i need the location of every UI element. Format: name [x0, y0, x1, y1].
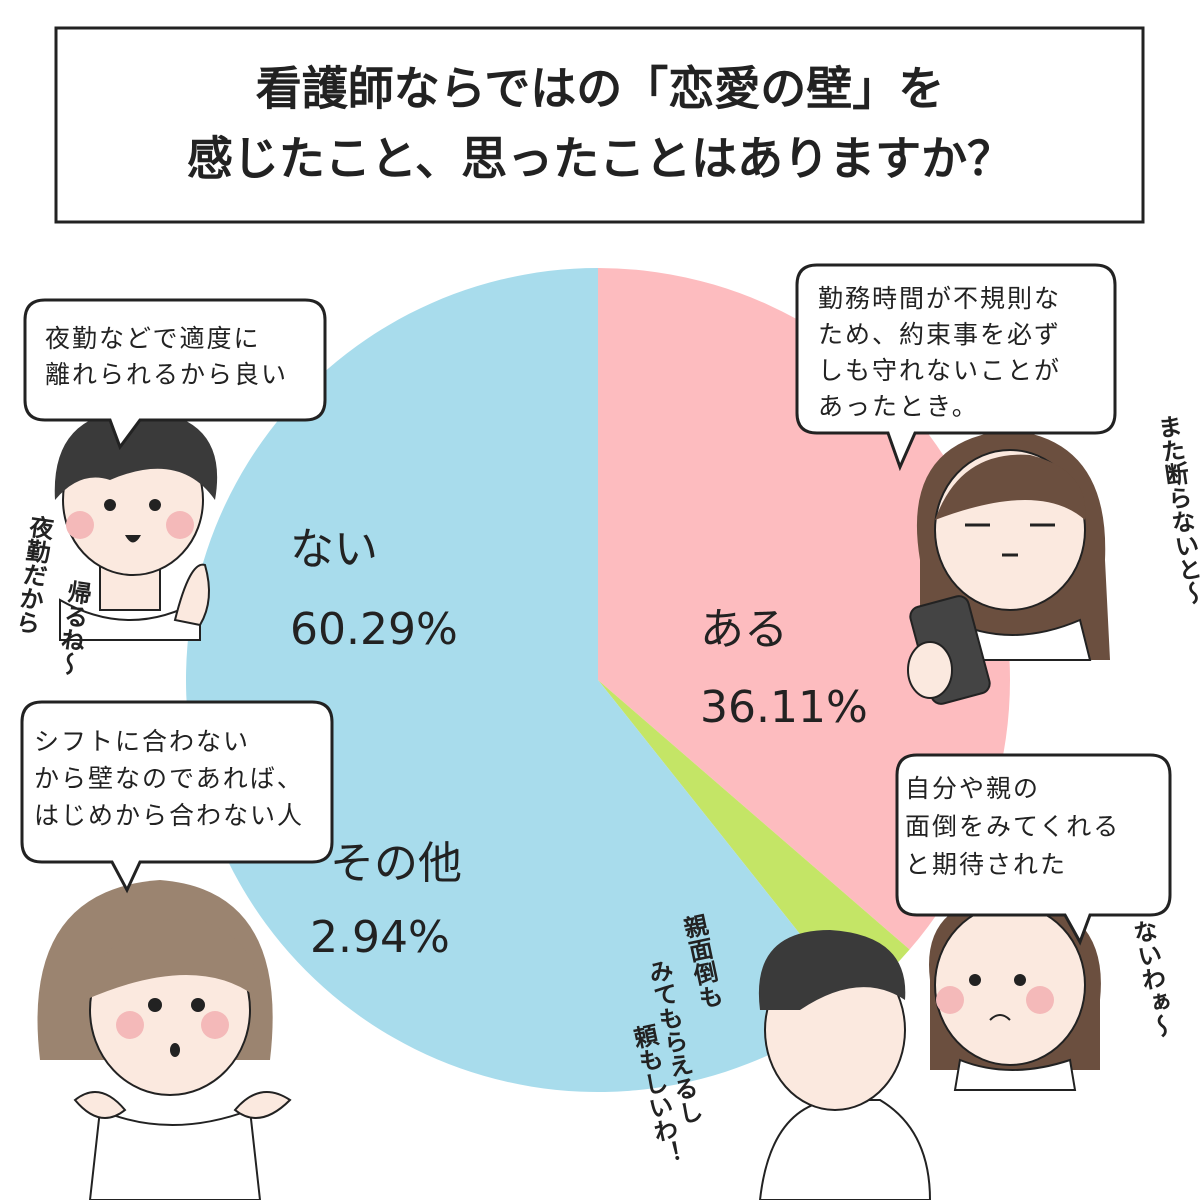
- speech-bubble: [895, 753, 1172, 946]
- bubble-text: 面倒をみてくれる: [905, 812, 1120, 841]
- side-comment: また断らないと〜: [1152, 413, 1200, 607]
- person-bottom-left: [37, 880, 292, 1200]
- chart-title: 看護師ならではの「恋愛の壁」を: [256, 62, 945, 116]
- slice-label: ない: [290, 524, 378, 575]
- speech-bubble: [795, 263, 1117, 472]
- chart-title: 感じたこと、思ったことはありますか？: [187, 132, 1013, 186]
- slice-label: その他: [330, 838, 462, 889]
- bubble-text: シフトに合わない: [34, 727, 250, 756]
- person-bottom-right: [758, 895, 1101, 1200]
- slice-value: 60.29%: [290, 604, 458, 655]
- person-top-right: [907, 430, 1110, 705]
- bubble-text: ため、約束事を必ず: [818, 320, 1061, 349]
- bubble-text: 夜勤などで適度に: [45, 324, 261, 353]
- bubble-text: はじめから合わない人: [34, 801, 304, 830]
- slice-value: 2.94%: [310, 912, 450, 963]
- title-box: [54, 26, 1145, 224]
- side-comment: ないわぁ〜: [1127, 917, 1175, 1040]
- speech-bubble: [20, 700, 334, 894]
- bubble-text: あったとき。: [818, 392, 979, 421]
- bubble-text: 離れられるから良い: [45, 360, 288, 389]
- pie-slice: [598, 680, 910, 1003]
- speech-bubble: [23, 298, 327, 451]
- bubble-text: から壁なのであれば、: [34, 764, 304, 793]
- slice-label: ある: [700, 604, 788, 655]
- pie-slice: [186, 268, 855, 1092]
- bubble-text: と期待された: [905, 850, 1067, 879]
- bubble-text: しも守れないことが: [818, 356, 1061, 385]
- side-comment: 夜勤だから: [10, 512, 56, 636]
- slice-value: 36.11%: [700, 682, 868, 733]
- bubble-text: 自分や親の: [905, 774, 1040, 803]
- bubble-text: 勤務時間が不規則な: [818, 284, 1061, 313]
